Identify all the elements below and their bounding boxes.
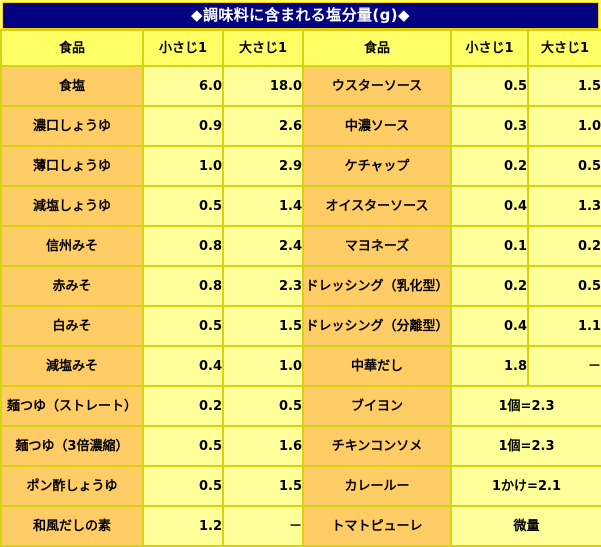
- food-name-cell: ケチャップ: [302, 145, 452, 187]
- table-header-row: 食品 小さじ1 大さじ1 食品 小さじ1 大さじ1: [0, 29, 601, 67]
- food-name-cell: 減塩みそ: [0, 345, 144, 387]
- teaspoon-value-cell: 0.5: [450, 65, 529, 107]
- tablespoon-value-cell: 18.0: [222, 65, 304, 107]
- tablespoon-value-cell: 1.4: [222, 185, 304, 227]
- food-name-cell: 中華だし: [302, 345, 452, 387]
- tablespoon-value-cell: 1.0: [527, 105, 601, 147]
- teaspoon-value-cell: 0.2: [450, 145, 529, 187]
- table-row: 赤みそ 0.8 2.3 ドレッシング（乳化型） 0.2 0.5: [0, 265, 601, 307]
- teaspoon-value-cell: 0.4: [142, 345, 224, 387]
- tablespoon-value-cell: 1.3: [527, 185, 601, 227]
- tablespoon-value-cell: 1.0: [222, 345, 304, 387]
- table-row: 信州みそ 0.8 2.4 マヨネーズ 0.1 0.2: [0, 225, 601, 267]
- tablespoon-value-cell: －: [527, 345, 601, 387]
- food-name-cell: 濃口しょうゆ: [0, 105, 144, 147]
- food-name-cell: 減塩しょうゆ: [0, 185, 144, 227]
- teaspoon-value-cell: 0.5: [142, 185, 224, 227]
- food-name-cell: ウスターソース: [302, 65, 452, 107]
- food-name-cell: カレールー: [302, 465, 452, 507]
- table-row: 食塩 6.0 18.0 ウスターソース 0.5 1.5: [0, 65, 601, 107]
- tablespoon-value-cell: 0.5: [527, 265, 601, 307]
- food-name-cell: マヨネーズ: [302, 225, 452, 267]
- teaspoon-value-cell: 0.3: [450, 105, 529, 147]
- column-header-teaspoon-right: 小さじ1: [450, 29, 529, 67]
- teaspoon-value-cell: 0.1: [450, 225, 529, 267]
- tablespoon-value-cell: －: [222, 505, 304, 547]
- tablespoon-value-cell: 2.6: [222, 105, 304, 147]
- column-header-food-right: 食品: [302, 29, 452, 67]
- table-row: 白みそ 0.5 1.5 ドレッシング（分離型） 0.4 1.1: [0, 305, 601, 347]
- table-row: 減塩しょうゆ 0.5 1.4 オイスターソース 0.4 1.3: [0, 185, 601, 227]
- amount-note-cell: 1個=2.3: [450, 385, 601, 427]
- amount-note-cell: 1かけ=2.1: [450, 465, 601, 507]
- food-name-cell: 薄口しょうゆ: [0, 145, 144, 187]
- food-name-cell: 食塩: [0, 65, 144, 107]
- amount-note-cell: 1個=2.3: [450, 425, 601, 467]
- food-name-cell: チキンコンソメ: [302, 425, 452, 467]
- food-name-cell: ドレッシング（乳化型）: [302, 265, 452, 307]
- food-name-cell: 赤みそ: [0, 265, 144, 307]
- column-header-tablespoon-left: 大さじ1: [222, 29, 304, 67]
- title-banner: ◆調味料に含まれる塩分量(g)◆: [0, 0, 601, 29]
- teaspoon-value-cell: 0.9: [142, 105, 224, 147]
- food-name-cell: 麺つゆ（ストレート）: [0, 385, 144, 427]
- teaspoon-value-cell: 0.5: [142, 305, 224, 347]
- tablespoon-value-cell: 2.3: [222, 265, 304, 307]
- tablespoon-value-cell: 1.1: [527, 305, 601, 347]
- column-header-teaspoon-left: 小さじ1: [142, 29, 224, 67]
- teaspoon-value-cell: 0.2: [450, 265, 529, 307]
- table-row: 薄口しょうゆ 1.0 2.9 ケチャップ 0.2 0.5: [0, 145, 601, 187]
- food-name-cell: ポン酢しょうゆ: [0, 465, 144, 507]
- teaspoon-value-cell: 1.8: [450, 345, 529, 387]
- table-row: 麺つゆ（ストレート） 0.2 0.5 ブイヨン 1個=2.3: [0, 385, 601, 427]
- food-name-cell: 信州みそ: [0, 225, 144, 267]
- food-name-cell: 和風だしの素: [0, 505, 144, 547]
- column-header-tablespoon-right: 大さじ1: [527, 29, 601, 67]
- food-name-cell: オイスターソース: [302, 185, 452, 227]
- tablespoon-value-cell: 0.2: [527, 225, 601, 267]
- teaspoon-value-cell: 1.0: [142, 145, 224, 187]
- food-name-cell: ブイヨン: [302, 385, 452, 427]
- column-header-food-left: 食品: [0, 29, 144, 67]
- tablespoon-value-cell: 1.5: [527, 65, 601, 107]
- tablespoon-value-cell: 0.5: [527, 145, 601, 187]
- table-body: 食塩 6.0 18.0 ウスターソース 0.5 1.5 濃口しょうゆ 0.9 2.6 中濃ソース 0…: [0, 65, 601, 547]
- teaspoon-value-cell: 0.8: [142, 265, 224, 307]
- table-row: 麺つゆ（3倍濃縮） 0.5 1.6 チキンコンソメ 1個=2.3: [0, 425, 601, 467]
- amount-note-cell: 微量: [450, 505, 601, 547]
- tablespoon-value-cell: 1.5: [222, 305, 304, 347]
- table-row: ポン酢しょうゆ 0.5 1.5 カレールー 1かけ=2.1: [0, 465, 601, 507]
- teaspoon-value-cell: 6.0: [142, 65, 224, 107]
- tablespoon-value-cell: 2.4: [222, 225, 304, 267]
- teaspoon-value-cell: 0.5: [142, 425, 224, 467]
- tablespoon-value-cell: 0.5: [222, 385, 304, 427]
- page-title: ◆調味料に含まれる塩分量(g)◆: [191, 6, 410, 24]
- table-row: 減塩みそ 0.4 1.0 中華だし 1.8 －: [0, 345, 601, 387]
- food-name-cell: ドレッシング（分離型）: [302, 305, 452, 347]
- teaspoon-value-cell: 1.2: [142, 505, 224, 547]
- tablespoon-value-cell: 1.5: [222, 465, 304, 507]
- tablespoon-value-cell: 2.9: [222, 145, 304, 187]
- teaspoon-value-cell: 0.8: [142, 225, 224, 267]
- table-row: 濃口しょうゆ 0.9 2.6 中濃ソース 0.3 1.0: [0, 105, 601, 147]
- tablespoon-value-cell: 1.6: [222, 425, 304, 467]
- food-name-cell: 中濃ソース: [302, 105, 452, 147]
- title-banner-inner: ◆調味料に含まれる塩分量(g)◆: [2, 2, 599, 29]
- teaspoon-value-cell: 0.5: [142, 465, 224, 507]
- food-name-cell: トマトピューレ: [302, 505, 452, 547]
- food-name-cell: 白みそ: [0, 305, 144, 347]
- table-row: 和風だしの素 1.2 －トマトピューレ 微量: [0, 505, 601, 547]
- teaspoon-value-cell: 0.4: [450, 185, 529, 227]
- teaspoon-value-cell: 0.2: [142, 385, 224, 427]
- teaspoon-value-cell: 0.4: [450, 305, 529, 347]
- food-name-cell: 麺つゆ（3倍濃縮）: [0, 425, 144, 467]
- salt-table: 食品 小さじ1 大さじ1 食品 小さじ1 大さじ1 食塩 6.0 18.0 ウスターソ…: [0, 29, 601, 547]
